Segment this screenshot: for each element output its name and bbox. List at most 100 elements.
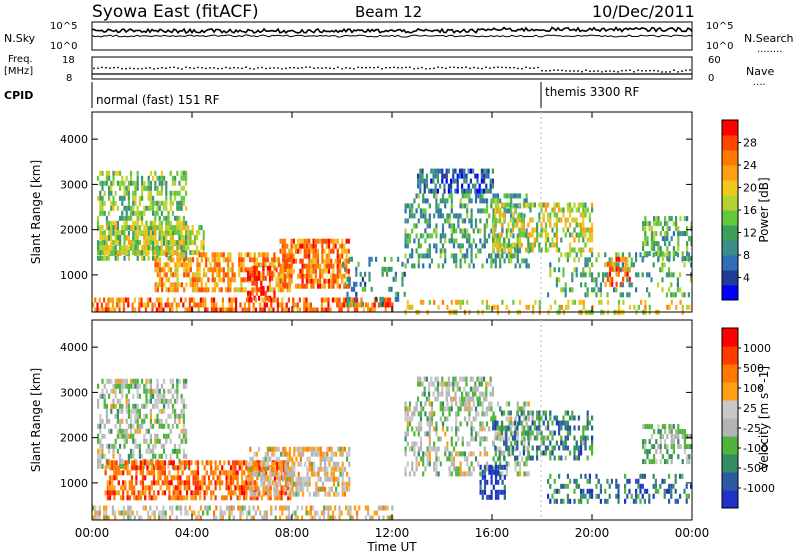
- range-cell: [262, 456, 265, 462]
- range-cell: [494, 431, 497, 437]
- range-cell: [138, 210, 141, 216]
- range-cell: [105, 215, 108, 221]
- range-cell: [463, 451, 467, 457]
- range-cell: [264, 476, 267, 482]
- range-cell: [213, 277, 217, 283]
- range-cell: [153, 515, 156, 521]
- freq-point: [93, 67, 95, 70]
- range-cell: [241, 307, 244, 313]
- range-cell: [426, 431, 429, 437]
- range-cell: [229, 282, 232, 288]
- range-cell: [110, 220, 113, 226]
- range-cell: [347, 505, 350, 511]
- range-cell: [447, 188, 450, 194]
- range-cell: [523, 436, 526, 442]
- range-cell: [375, 256, 378, 262]
- range-cell: [188, 460, 191, 466]
- range-cell: [163, 433, 166, 439]
- range-cell: [516, 253, 519, 259]
- range-cell: [283, 273, 287, 279]
- range-cell: [450, 223, 453, 229]
- range-cell: [264, 275, 267, 281]
- range-cell: [463, 168, 466, 174]
- range-cell: [138, 453, 141, 459]
- range-cell: [335, 491, 338, 497]
- range-cell: [160, 418, 163, 424]
- range-cell: [230, 302, 233, 308]
- range-cell: [152, 480, 156, 486]
- range-cell: [481, 474, 484, 480]
- range-cell: [681, 304, 684, 310]
- range-cell: [499, 253, 502, 259]
- range-cell: [330, 278, 333, 284]
- range-cell: [224, 257, 228, 263]
- range-cell: [198, 225, 201, 231]
- range-cell: [428, 456, 431, 462]
- range-cell: [124, 480, 127, 486]
- range-cell: [246, 252, 250, 258]
- range-cell: [160, 170, 163, 176]
- range-cell: [260, 476, 263, 482]
- freq-point: [629, 69, 631, 71]
- colorbar-segment: [722, 270, 738, 286]
- range-cell: [286, 243, 289, 249]
- range-cell: [458, 396, 461, 402]
- range-cell: [564, 252, 567, 258]
- range-cell: [509, 202, 512, 208]
- range-cell: [477, 248, 480, 254]
- range-cell: [92, 302, 95, 308]
- range-cell: [458, 173, 461, 179]
- range-cell: [145, 393, 148, 399]
- range-cell: [165, 272, 168, 278]
- range-cell: [582, 202, 585, 208]
- range-cell: [154, 282, 157, 288]
- range-cell: [189, 250, 192, 256]
- range-cell: [122, 510, 125, 516]
- noise-tick-right-bottom: 10^0: [706, 41, 733, 52]
- range-cell: [490, 474, 493, 480]
- range-cell: [403, 291, 406, 297]
- range-cell: [127, 255, 130, 261]
- range-cell: [514, 416, 517, 422]
- range-cell: [105, 403, 108, 409]
- range-cell: [264, 486, 267, 492]
- range-cell: [96, 515, 99, 521]
- range-cell: [99, 200, 102, 206]
- range-cell: [101, 250, 104, 256]
- range-cell: [373, 307, 376, 313]
- range-cell: [346, 291, 349, 297]
- range-cell: [202, 230, 205, 236]
- range-cell: [128, 470, 131, 476]
- range-cell: [463, 218, 467, 224]
- range-cell: [276, 470, 279, 476]
- range-cell: [622, 256, 625, 262]
- range-cell: [466, 253, 469, 259]
- range-cell: [483, 243, 486, 249]
- range-cell: [591, 450, 594, 456]
- range-cell: [485, 208, 489, 214]
- range-cell: [448, 466, 451, 472]
- range-cell: [566, 410, 569, 416]
- range-cell: [122, 495, 125, 501]
- y-tick-label: 2000: [60, 224, 88, 237]
- range-cell: [608, 276, 612, 282]
- range-cell: [621, 252, 624, 258]
- range-cell: [435, 223, 438, 229]
- range-cell: [536, 430, 539, 436]
- range-cell: [520, 222, 523, 228]
- range-cell: [492, 237, 495, 243]
- range-cell: [125, 510, 128, 516]
- range-cell: [644, 216, 647, 222]
- range-cell: [210, 297, 213, 303]
- range-cell: [507, 410, 510, 416]
- range-cell: [169, 267, 173, 273]
- range-cell: [582, 267, 585, 273]
- freq-point: [457, 66, 459, 69]
- range-cell: [439, 436, 442, 442]
- range-cell: [560, 287, 563, 293]
- range-cell: [268, 262, 272, 268]
- range-cell: [436, 188, 439, 194]
- range-cell: [251, 287, 254, 293]
- range-cell: [136, 235, 139, 241]
- range-cell: [328, 486, 331, 492]
